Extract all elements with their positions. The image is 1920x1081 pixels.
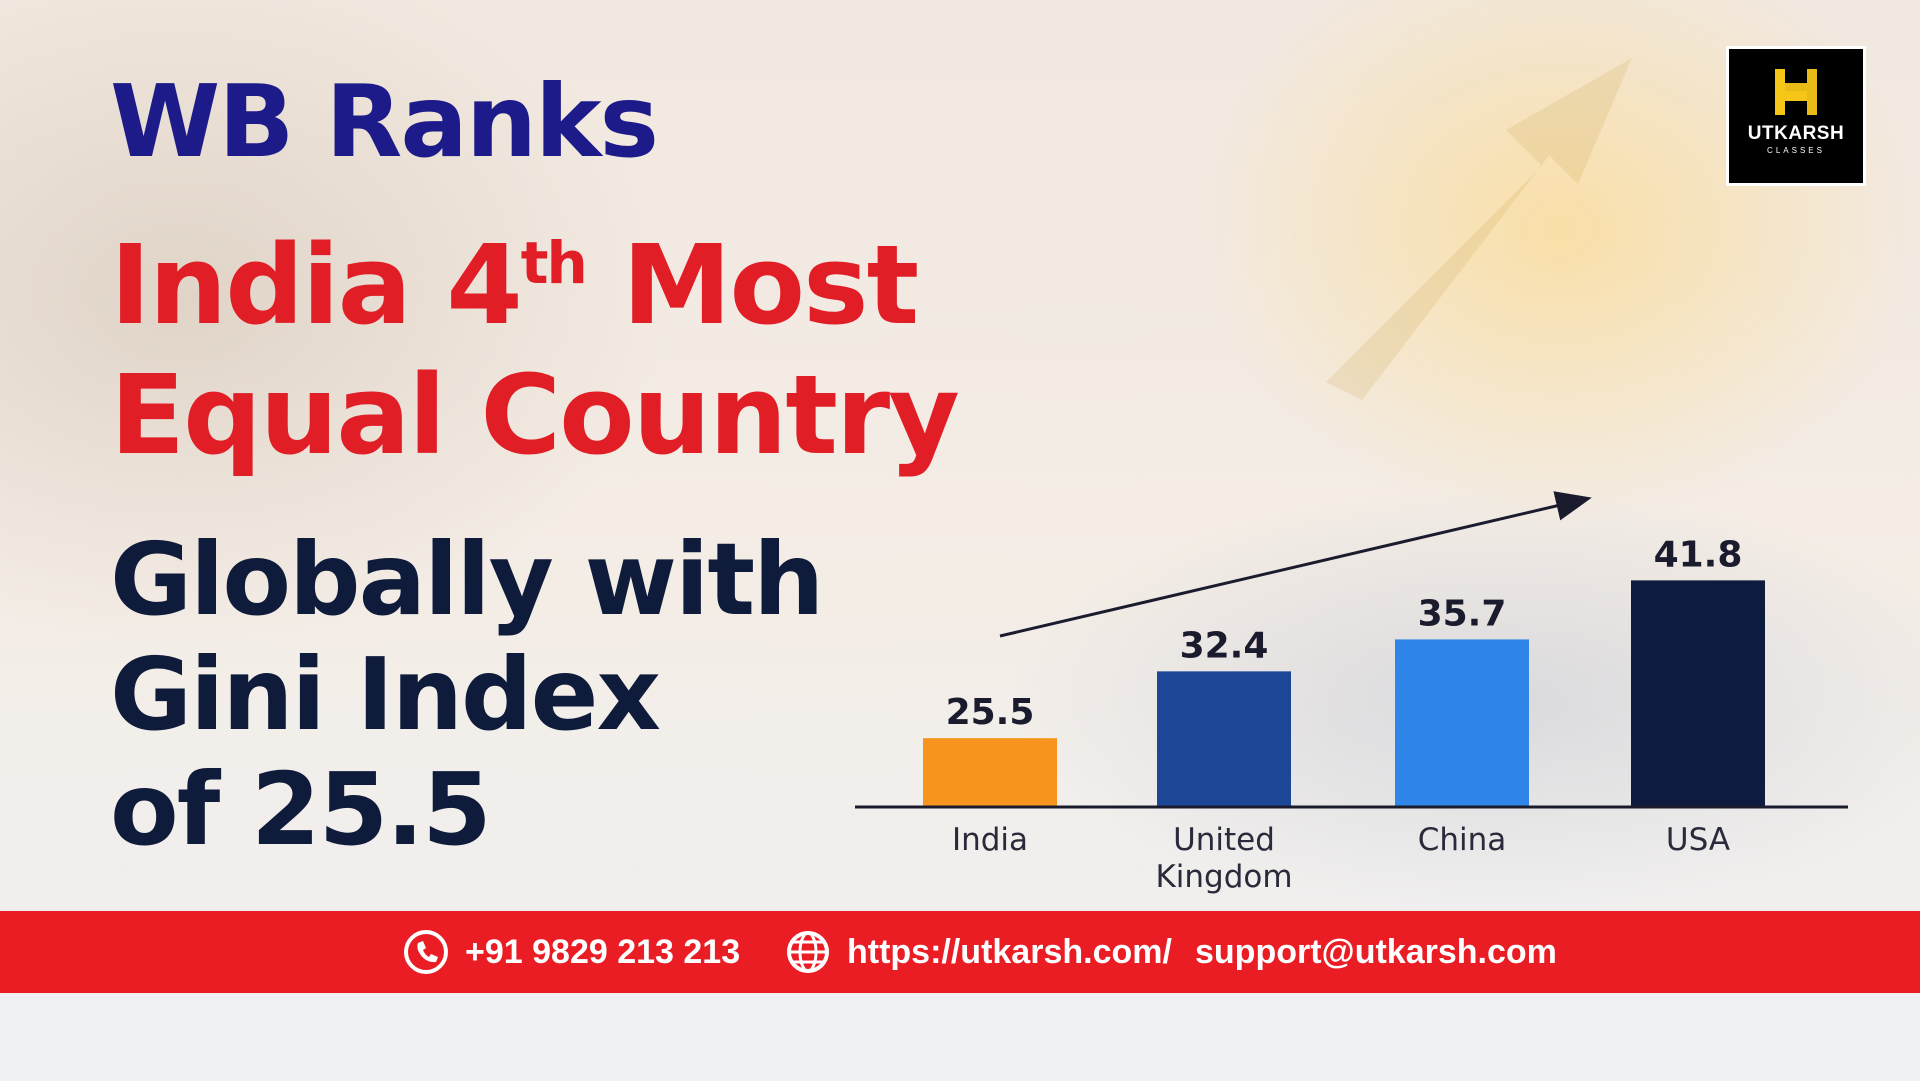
headline-line-3: Equal Country	[110, 351, 960, 479]
logo-mark-icon	[1775, 69, 1817, 115]
contact-footer-bar: +91 9829 213 213 https://utkarsh.com/ su…	[0, 911, 1920, 993]
phone-number: +91 9829 213 213	[465, 932, 741, 971]
headline-line-2-end: Most	[585, 221, 919, 349]
headline-line-2-main: India 4	[110, 221, 523, 349]
headline-line-5: Gini Index	[110, 636, 661, 753]
trend-arrow	[999, 491, 1592, 638]
category-label-united-kingdom-line-1: United	[1173, 822, 1275, 858]
value-label-united-kingdom: 32.4	[1180, 625, 1269, 666]
category-label-china: China	[1418, 822, 1507, 858]
phone-contact[interactable]: +91 9829 213 213	[403, 911, 740, 993]
bar-china	[1395, 639, 1529, 807]
headline-line-4: Globally with	[110, 521, 824, 638]
utkarsh-logo: UTKARSH CLASSES	[1726, 46, 1866, 186]
logo-subtitle: CLASSES	[1767, 146, 1825, 155]
website-url: https://utkarsh.com/	[847, 932, 1172, 971]
bottom-band	[0, 993, 1920, 1081]
category-label-usa: USA	[1666, 822, 1730, 858]
headline-line-1: WB Ranks	[110, 63, 659, 180]
phone-icon	[404, 930, 448, 974]
headline-line-6: of 25.5	[110, 751, 492, 868]
category-label-united-kingdom-line-2: Kingdom	[1155, 859, 1292, 895]
background-arrow-graphic	[1326, 58, 1632, 400]
category-label-india: India	[952, 822, 1028, 858]
headline-ordinal-suffix: th	[520, 229, 588, 297]
bar-india	[923, 738, 1057, 807]
bar-usa	[1631, 580, 1765, 807]
email-address: support@utkarsh.com	[1195, 932, 1557, 971]
value-label-india: 25.5	[946, 692, 1035, 733]
email-link[interactable]: support@utkarsh.com	[1195, 911, 1557, 993]
globe-icon	[787, 931, 829, 973]
website-link[interactable]: https://utkarsh.com/	[785, 911, 1172, 993]
headline-line-2: India 4th Most	[110, 229, 919, 340]
value-label-usa: 41.8	[1654, 534, 1743, 575]
logo-name: UTKARSH	[1747, 123, 1845, 144]
value-label-china: 35.7	[1418, 593, 1507, 634]
bar-united-kingdom	[1157, 671, 1291, 807]
